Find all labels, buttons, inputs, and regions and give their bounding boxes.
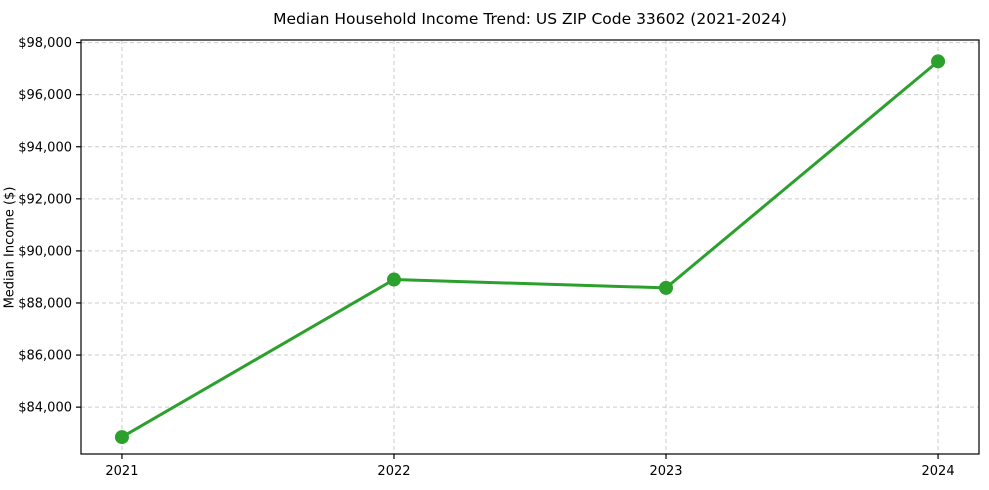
chart-title: Median Household Income Trend: US ZIP Co… [273, 10, 787, 28]
x-tick-label: 2022 [377, 464, 410, 479]
y-tick-label: $86,000 [18, 349, 72, 364]
data-point-marker [659, 280, 674, 295]
x-tick-label: 2023 [649, 464, 682, 479]
plot-border [80, 39, 980, 455]
y-tick-label: $94,000 [18, 140, 72, 155]
x-tick-label: 2024 [922, 464, 955, 479]
y-axis-label: Median Income ($) [2, 186, 18, 309]
data-point-marker [931, 54, 946, 69]
income-line-series [120, 59, 940, 439]
y-tick-label: $98,000 [18, 36, 72, 51]
y-tick-label: $90,000 [18, 244, 72, 259]
x-tick-label: 2021 [105, 464, 138, 479]
y-tick-label: $88,000 [18, 296, 72, 311]
y-tick-label: $92,000 [18, 192, 72, 207]
data-point-marker [386, 272, 401, 287]
data-point-marker [114, 430, 129, 445]
y-tick-label: $84,000 [18, 401, 72, 416]
y-tick-label: $96,000 [18, 88, 72, 103]
